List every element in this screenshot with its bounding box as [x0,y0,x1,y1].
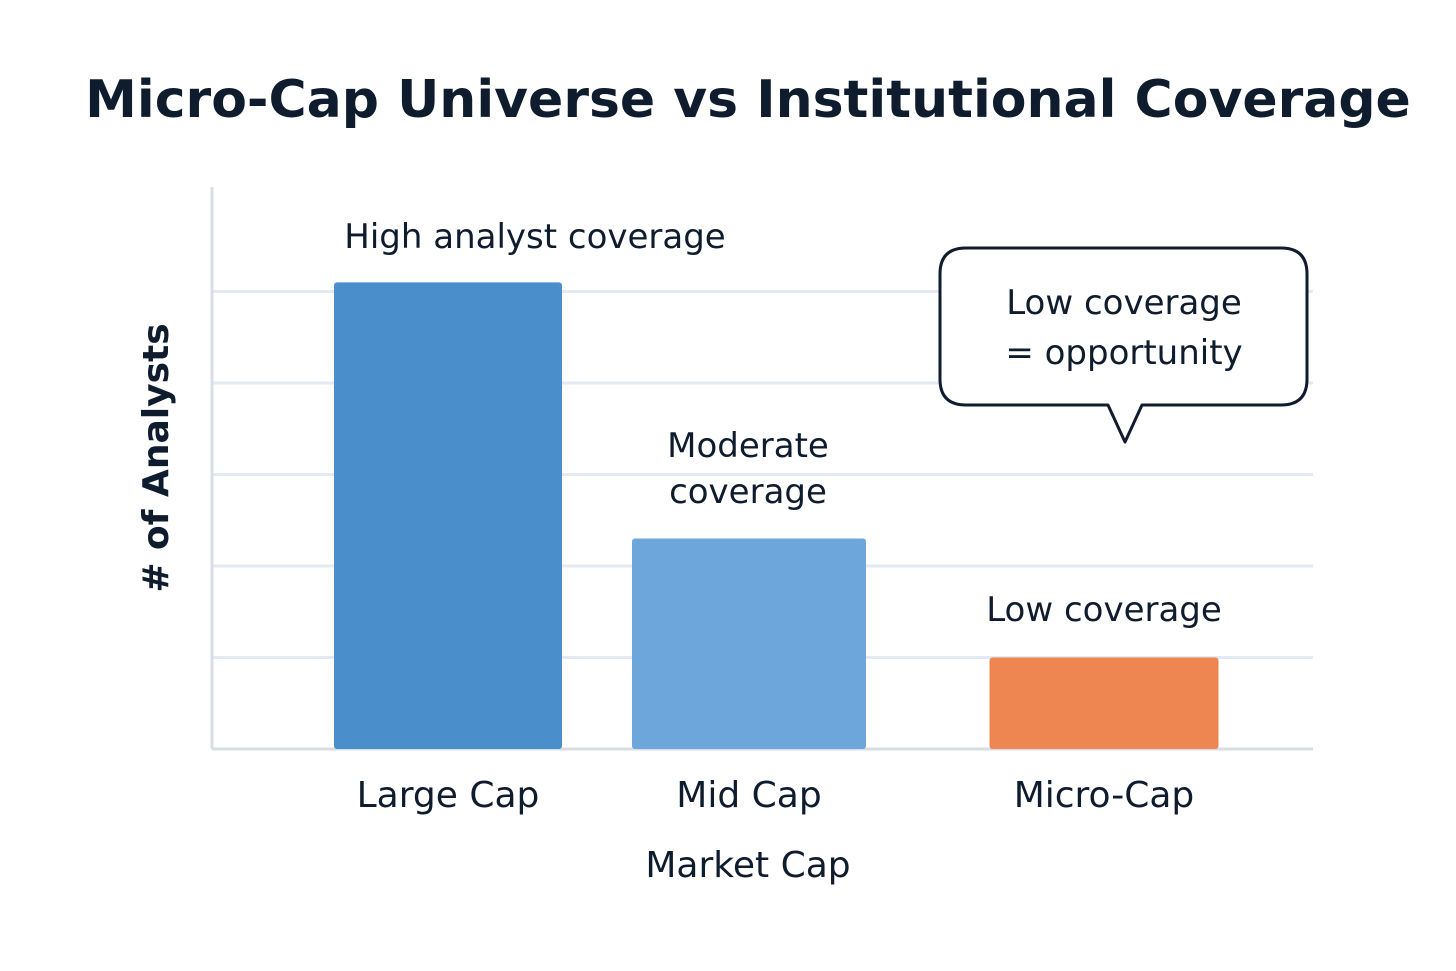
callout: Low coverage = opportunity [938,246,1309,444]
category-label: Mid Cap [676,775,821,816]
bars [334,282,1219,749]
bar-annotation: coverage [669,472,827,512]
bar-large-cap [334,282,562,749]
category-label: Large Cap [357,775,540,816]
callout-bubble [938,246,1309,444]
x-axis-title: Market Cap [645,845,850,886]
bar-annotation: Low coverage [986,590,1222,630]
chart-title: Micro-Cap Universe vs Institutional Cove… [85,70,1411,130]
y-axis-title: # of Analysts [136,323,177,592]
callout-text: Low coverage [1006,283,1242,323]
bar-annotation: Moderate [667,426,829,466]
bar-mid-cap [632,538,866,749]
category-labels: Large Cap Mid Cap Micro-Cap [357,775,1195,816]
bar-annotation: High analyst coverage [344,217,725,257]
bar-micro-cap [989,657,1219,749]
bar-annotations: High analyst coverage Moderate coverage Low… [344,217,1222,630]
category-label: Micro-Cap [1014,775,1195,816]
callout-text: = opportunity [1005,333,1242,373]
